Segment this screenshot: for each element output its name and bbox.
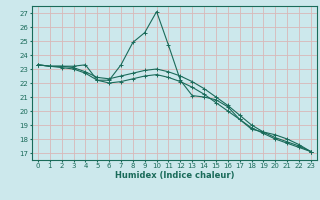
X-axis label: Humidex (Indice chaleur): Humidex (Indice chaleur) <box>115 171 234 180</box>
